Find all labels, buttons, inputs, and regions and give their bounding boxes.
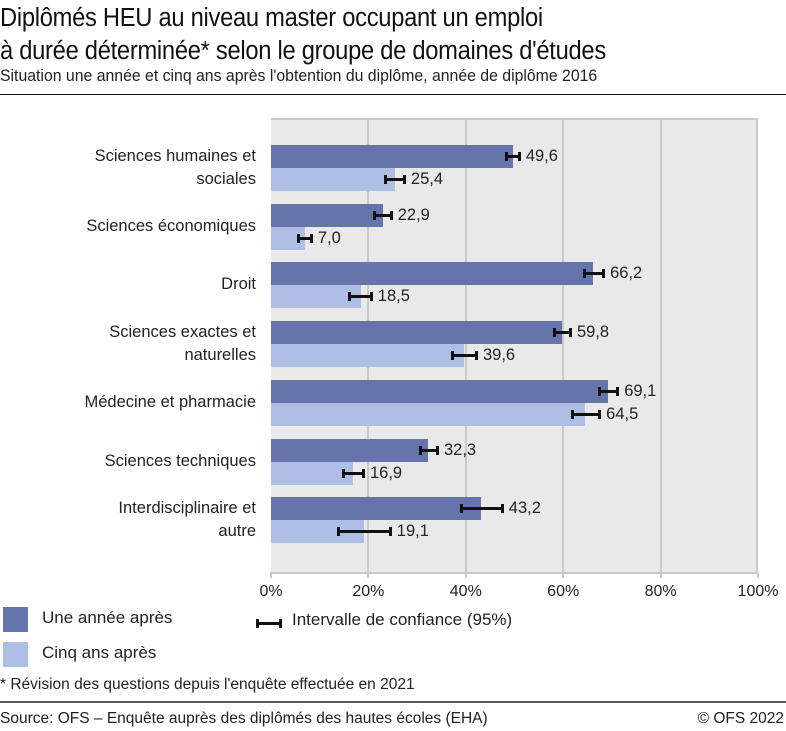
value-label: 7,0 — [317, 228, 341, 247]
value-label: 69,1 — [624, 381, 657, 400]
category-label: Interdisciplinaire et autre — [118, 497, 256, 543]
error-bar-icon — [337, 527, 392, 537]
category-label-line1: Droit — [221, 275, 256, 294]
category-label-line2: naturelles — [184, 346, 256, 365]
error-bar-icon — [347, 292, 373, 302]
x-axis-tick-label: 20% — [352, 583, 385, 600]
value-label: 43,2 — [508, 499, 541, 518]
category-label: Droit — [221, 273, 256, 296]
x-axis-tick — [367, 572, 370, 578]
bar-five-years — [271, 344, 464, 368]
error-bar-icon — [383, 175, 406, 184]
value-label: 64,5 — [606, 404, 639, 423]
error-bar-icon — [419, 445, 439, 455]
legend-label-five-years: Cinq ans après — [42, 643, 157, 662]
chart-title: Diplômés HEU au niveau master occupant u… — [0, 2, 731, 68]
value-label: 22,9 — [397, 205, 430, 224]
chart-title-line2: à durée déterminée* selon le groupe de d… — [0, 37, 606, 65]
error-bar-icon — [459, 504, 504, 514]
legend-swatch-one-year — [3, 607, 28, 632]
footer-divider — [0, 701, 786, 703]
bar-five-years — [271, 402, 586, 426]
value-label: 25,4 — [410, 170, 444, 188]
x-axis-tick-label: 0% — [259, 583, 283, 600]
footnote: * Révision des questions depuis l'enquêt… — [0, 676, 415, 693]
bar-one-year — [271, 203, 383, 227]
bar-one-year — [271, 262, 594, 286]
category-label: Sciences techniques — [105, 450, 256, 473]
value-label: 66,2 — [610, 264, 643, 283]
gridline — [659, 120, 662, 573]
gridline — [562, 120, 565, 573]
category-label-line1: Sciences humaines et — [94, 147, 256, 165]
category-label-line1: Sciences exactes et — [109, 323, 256, 342]
bar-one-year — [271, 497, 482, 521]
x-axis-tick — [270, 572, 272, 578]
category-label-line1: Sciences économiques — [86, 216, 256, 235]
category-label-line2: autre — [218, 522, 256, 541]
chart-subtitle: Situation une année et cinq ans après l'… — [0, 66, 598, 85]
value-label: 49,6 — [525, 147, 558, 165]
error-bar-icon — [451, 351, 478, 361]
category-label: Sciences économiques — [86, 215, 256, 238]
bar-one-year — [271, 321, 563, 345]
bar-five-years — [271, 285, 362, 309]
bar-one-year — [271, 379, 608, 403]
value-label: 16,9 — [369, 463, 403, 482]
value-label: 19,1 — [396, 522, 429, 541]
error-bar-icon — [552, 328, 572, 338]
source-note: Source: OFS – Enquête auprès des diplômé… — [0, 710, 488, 727]
value-label: 59,8 — [576, 323, 610, 342]
error-bar-icon — [583, 269, 606, 279]
error-bar-icon — [296, 233, 313, 243]
error-bar-icon — [342, 468, 365, 478]
x-axis-tick-label: 60% — [547, 583, 580, 600]
error-bar-icon — [504, 152, 521, 161]
x-axis-tick — [757, 572, 759, 578]
category-label-line1: Sciences techniques — [104, 451, 256, 470]
chart-title-line1: Diplômés HEU au niveau master occupant u… — [0, 4, 543, 32]
category-label: Médecine et pharmacie — [84, 391, 256, 414]
legend-swatch-five-years — [3, 642, 28, 667]
error-bar-icon — [570, 409, 602, 419]
x-axis-line — [271, 572, 758, 574]
error-bar-icon — [256, 619, 282, 628]
category-label: Sciences humaines et sociales — [95, 145, 256, 191]
bar-five-years — [271, 461, 354, 485]
x-axis-tick — [659, 572, 662, 578]
category-label-line2: sociales — [196, 170, 256, 188]
bar-one-year — [271, 438, 429, 462]
header-divider — [0, 94, 786, 95]
x-axis-tick-label: 40% — [449, 583, 482, 600]
x-axis-tick — [464, 572, 467, 578]
bar-one-year — [271, 145, 513, 168]
legend-label-one-year: Une année après — [42, 608, 173, 627]
x-axis-tick — [562, 572, 565, 578]
copyright: © OFS 2022 — [697, 710, 784, 727]
error-bar-icon — [372, 210, 393, 220]
bar-five-years — [271, 168, 395, 191]
x-axis-tick-label: 80% — [644, 583, 677, 600]
category-label-line1: Interdisciplinaire et — [118, 499, 256, 518]
value-label: 32,3 — [444, 440, 477, 459]
value-label: 39,6 — [482, 346, 516, 365]
legend-label-confidence-interval: Intervalle de confiance (95%) — [292, 610, 513, 629]
category-label-line1: Médecine et pharmacie — [84, 392, 256, 411]
category-label: Sciences exactes et naturelles — [109, 321, 256, 367]
error-bar-icon — [597, 386, 620, 396]
value-label: 18,5 — [377, 287, 410, 306]
gridline — [464, 120, 467, 573]
bar-five-years — [271, 226, 306, 250]
x-axis-tick-label: 100% — [737, 583, 779, 600]
bar-five-years — [271, 520, 365, 544]
